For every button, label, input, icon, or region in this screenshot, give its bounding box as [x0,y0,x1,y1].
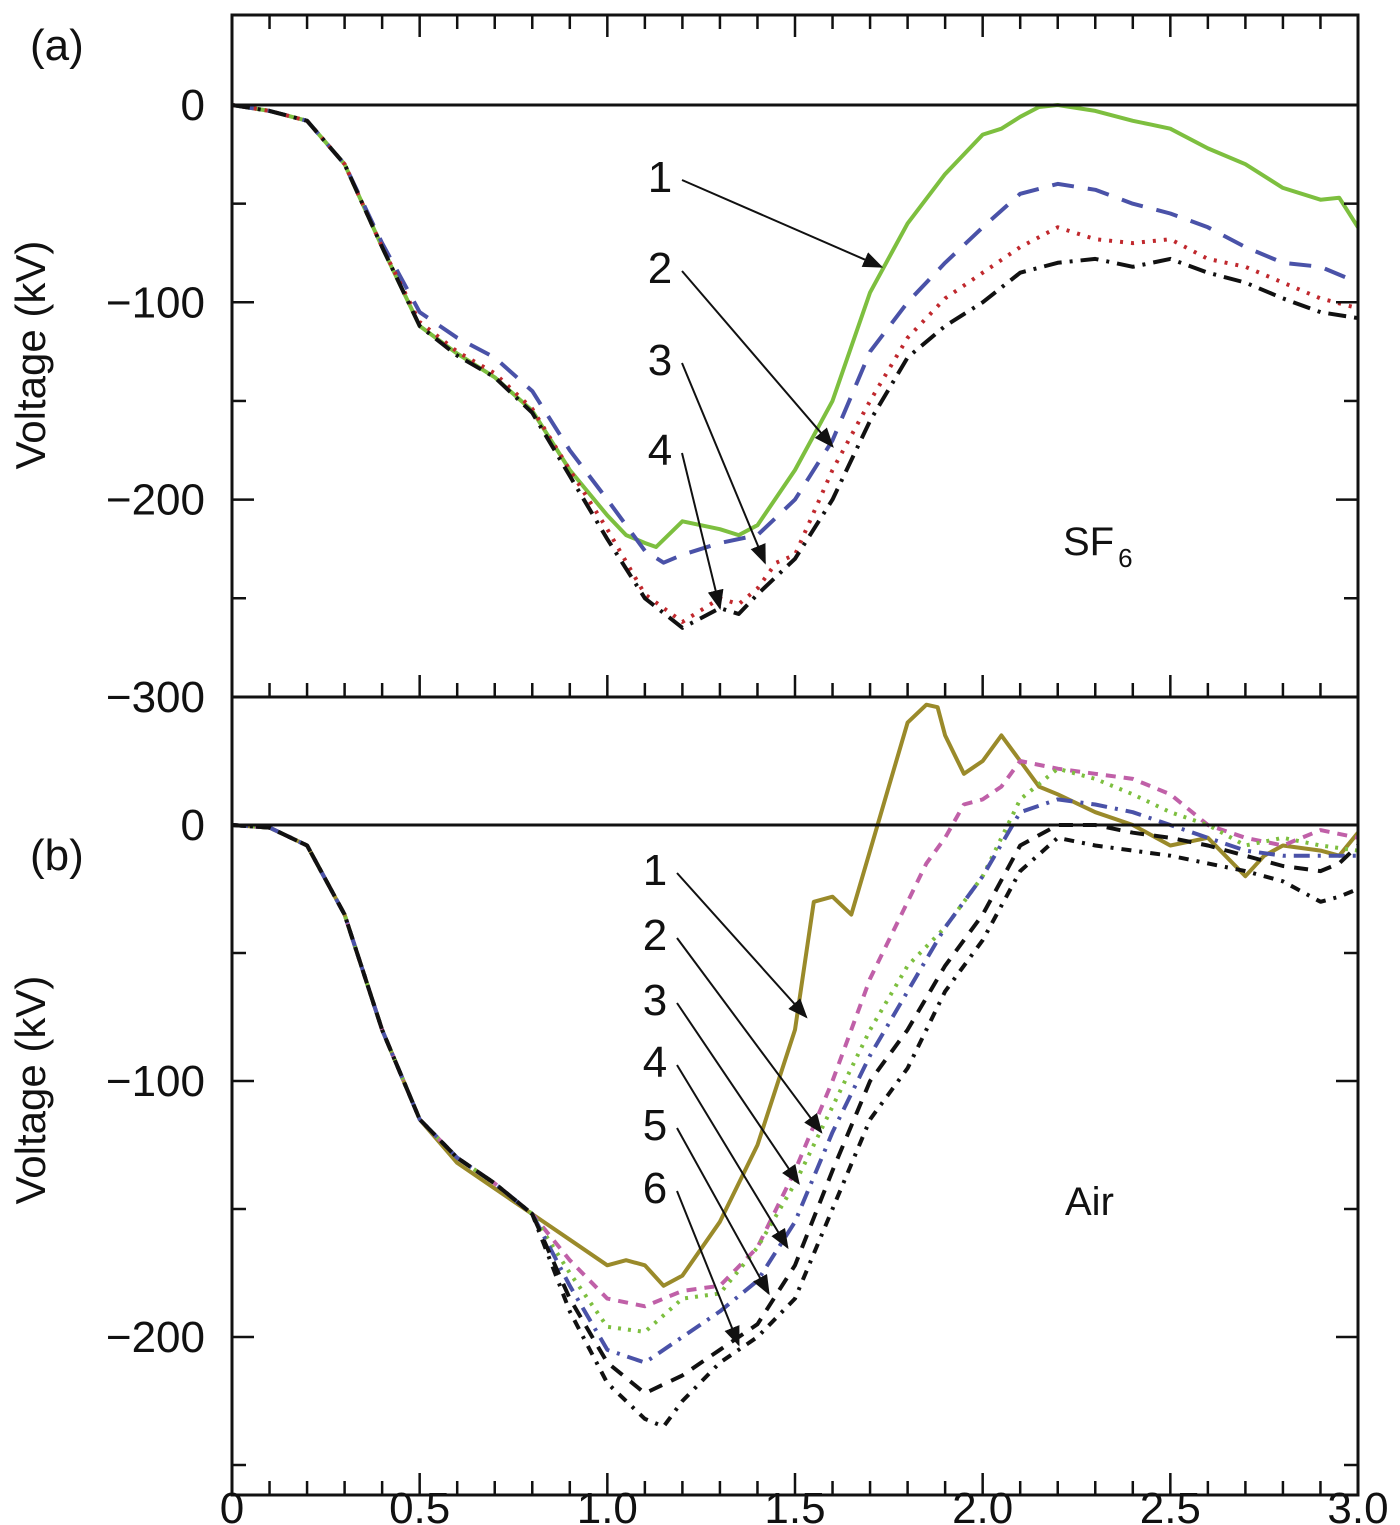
curve-arrow-4 [681,452,724,611]
y-tick-label: 0 [181,81,205,130]
panel-a: 1 2 3 4 0 −100 −200 −300 (a) Voltage (kV) SF 6 [7,15,1360,722]
y-tick-label: −200 [106,476,205,525]
curve-arrow-3 [681,362,766,565]
curve-arrow-2 [676,937,823,1134]
series-1-line [232,103,1358,549]
x-tick-label: 1.0 [577,1484,638,1525]
x-tick-label: 2.5 [1140,1484,1201,1525]
panel-a-ticks: 0 −100 −200 −300 [106,15,1360,722]
curve-label-6: 6 [643,1164,667,1213]
panel-a-gas-label: SF 6 [1063,520,1133,573]
curve-arrow-1 [676,872,808,1019]
series-2-line [232,103,1358,565]
curve-arrow-6 [676,1190,740,1347]
panel-a-arrows: 1 2 3 4 [648,153,884,611]
curve-arrow-2 [681,270,834,448]
panel-a-label: (a) [30,21,84,70]
panel-a-ylabel: Voltage (kV) [7,241,54,470]
plot-frame [230,13,1360,1497]
curve-arrow-3 [676,1002,800,1186]
curve-label-4: 4 [643,1038,667,1087]
series-1-line [232,702,1358,1288]
panel-b-arrows: 1 2 3 4 5 6 [643,846,823,1347]
y-tick-label: −300 [106,673,205,722]
x-tick-label: 0.5 [389,1484,450,1525]
panel-b-label: (b) [30,831,84,880]
x-tick-label: 1.5 [764,1484,825,1525]
panel-b-ylabel: Voltage (kV) [7,976,54,1205]
curve-label-3: 3 [648,336,672,385]
curve-arrow-4 [676,1064,789,1250]
curve-label-2: 2 [648,244,672,293]
y-tick-label: −200 [106,1313,205,1362]
panel-b-gas-label: Air [1065,1180,1114,1224]
gas-subscript: 6 [1118,543,1132,573]
curve-label-1: 1 [648,153,672,202]
series-3-line [232,103,1358,624]
series-4-line [232,797,1358,1365]
series-6-line [232,823,1358,1429]
y-tick-label: −100 [106,1057,205,1106]
curve-label-2: 2 [643,911,667,960]
gas-name: SF [1063,520,1114,564]
curve-label-1: 1 [643,846,667,895]
panel-a-curves [232,103,1358,630]
curve-label-5: 5 [643,1101,667,1150]
curve-arrow-1 [681,179,884,268]
series-4-line [232,103,1358,630]
x-tick-label: 2.0 [952,1484,1013,1525]
y-tick-label: 0 [181,801,205,850]
curve-arrow-5 [676,1127,770,1296]
series-5-line [232,823,1358,1396]
y-tick-label: −100 [106,278,205,327]
series-3-line [232,766,1358,1334]
series-2-line [232,759,1358,1309]
panel-b-curves [232,702,1358,1429]
curve-label-4: 4 [648,426,672,475]
curve-label-3: 3 [643,976,667,1025]
